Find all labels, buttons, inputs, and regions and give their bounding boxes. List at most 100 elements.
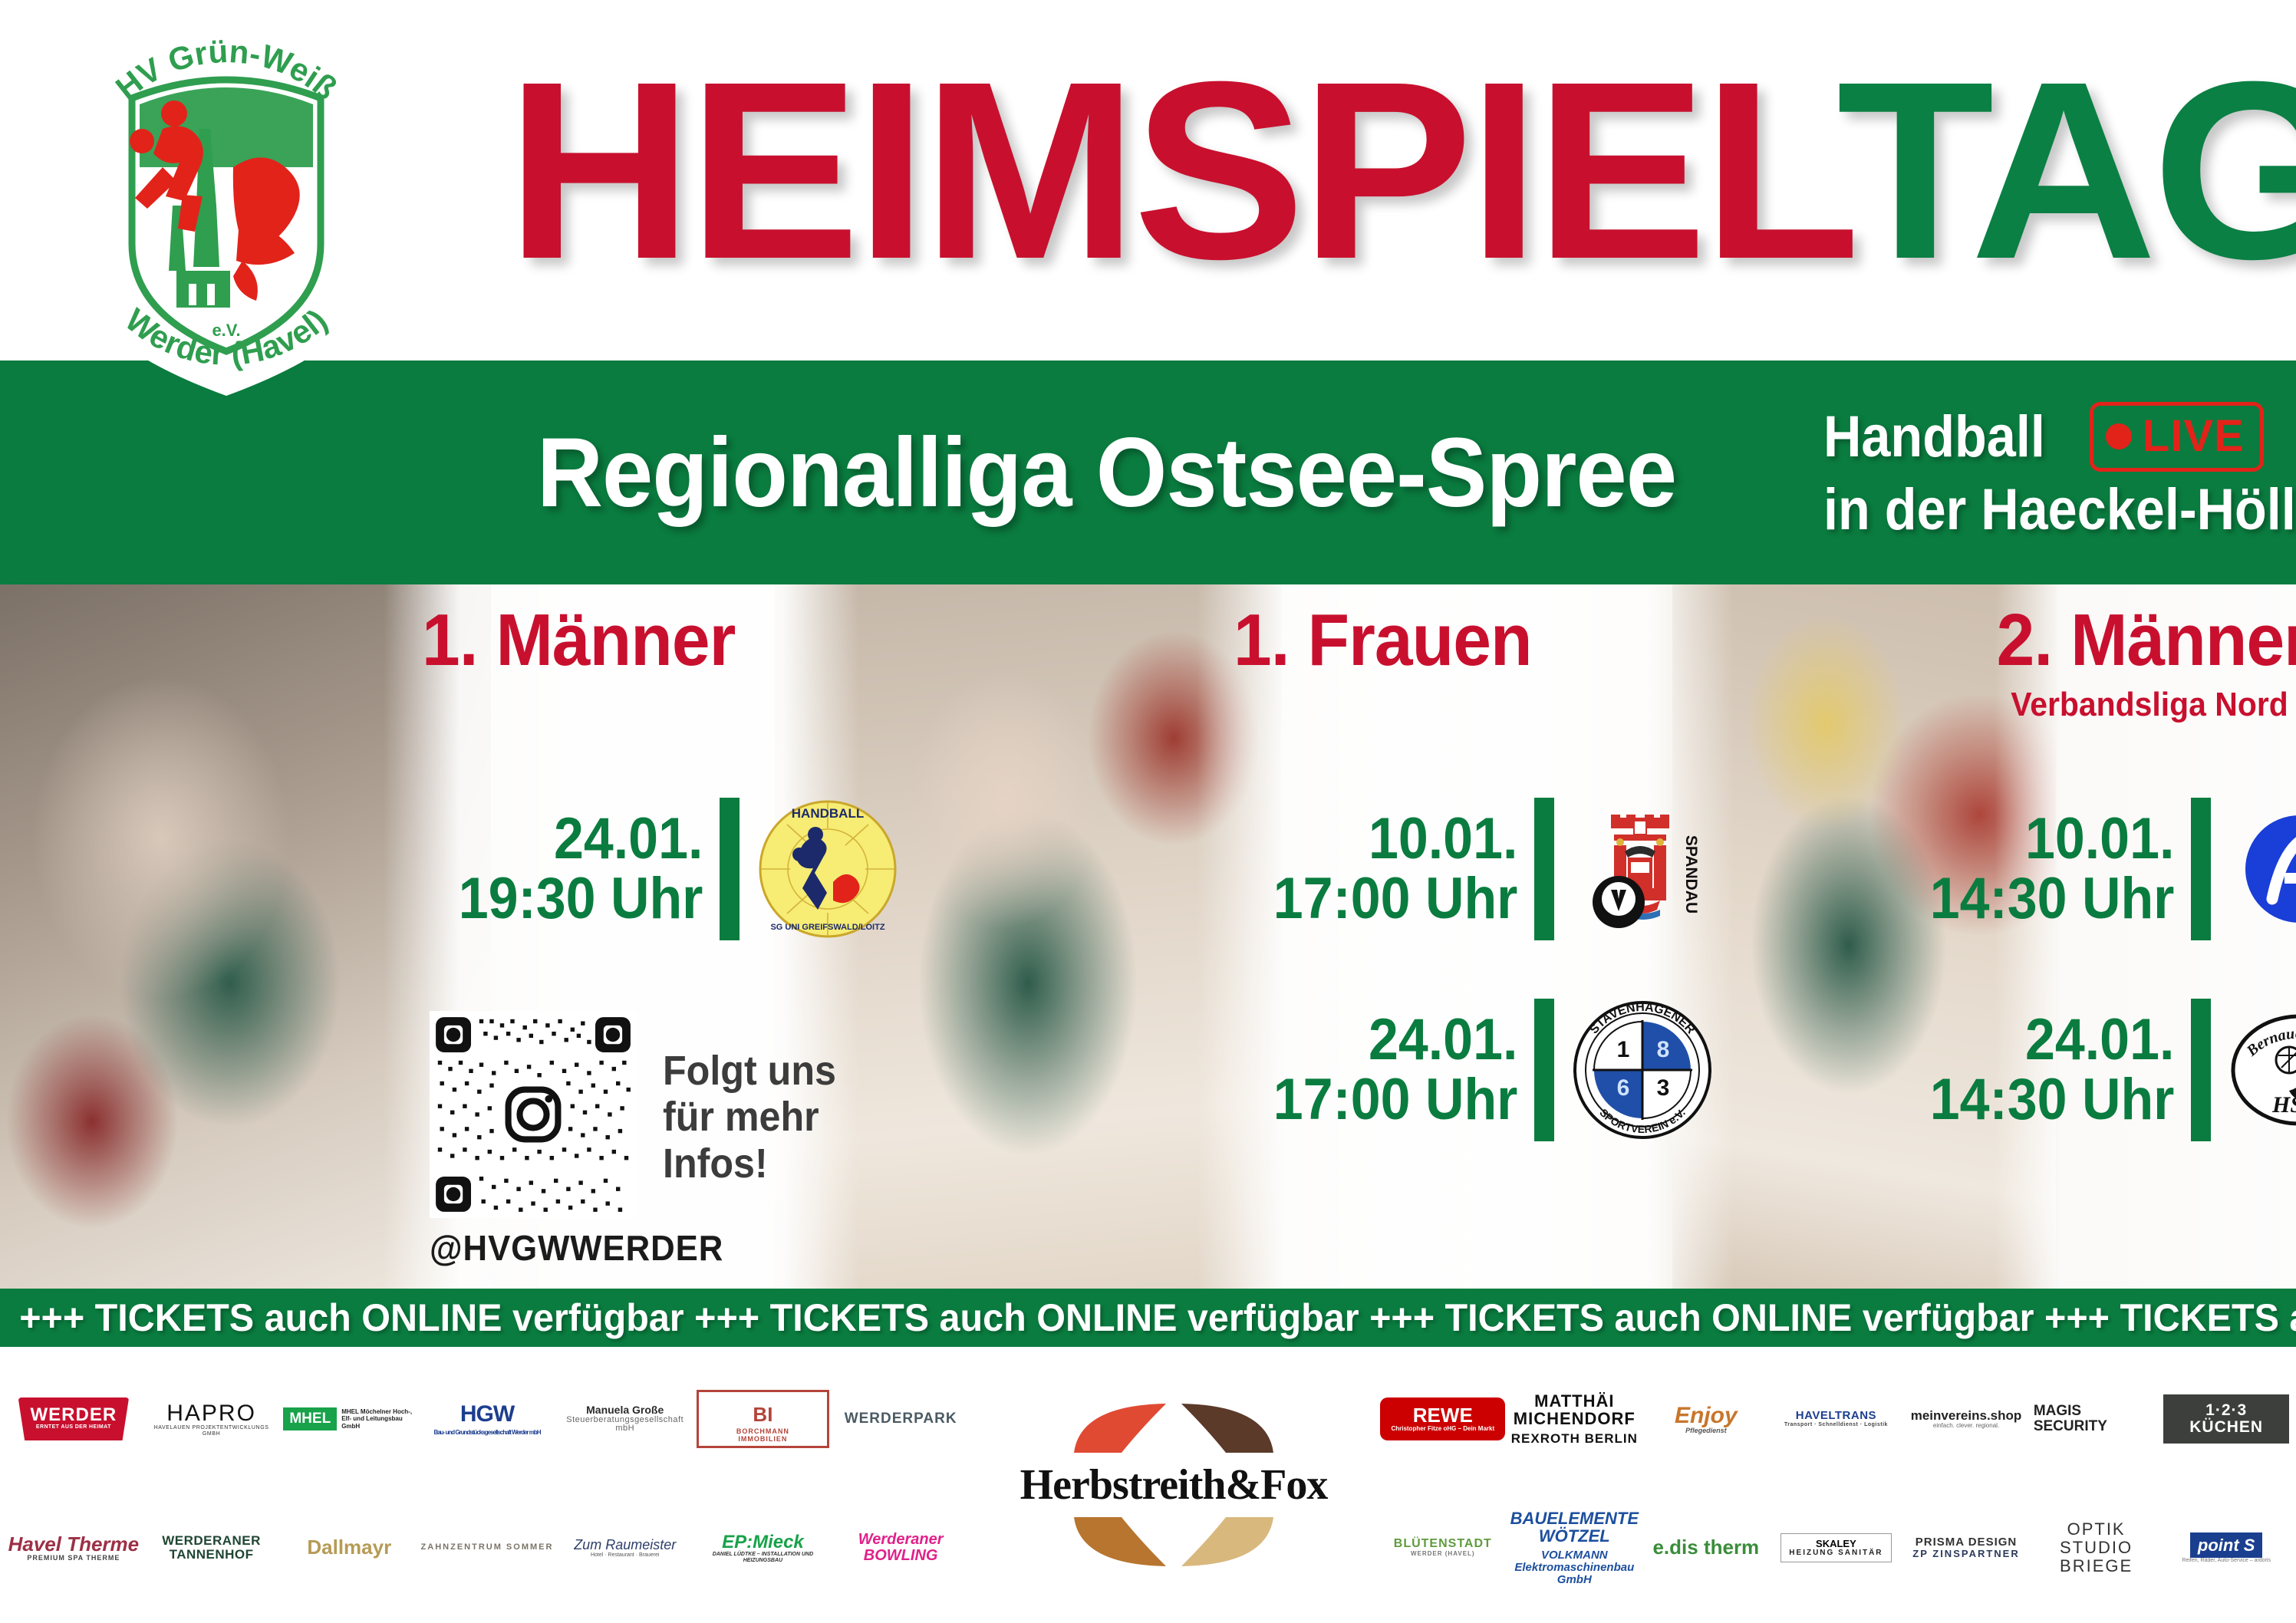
sponsor-bluetenstadt[interactable]: BLÜTENSTADT WERDER (HAVEL) <box>1378 1537 1508 1558</box>
match-date: 24.01. <box>553 806 703 872</box>
team-column-2: 1. Frauen 10.01. 17:00 Uhr <box>1212 584 1712 1289</box>
instagram-handle[interactable]: @HVGWWERDER <box>430 1228 724 1268</box>
sponsor-name: BLÜTENSTADT <box>1393 1537 1492 1551</box>
a-circle-logo <box>2228 798 2296 940</box>
sponsor-name: ZAHNZENTRUM SOMMER <box>420 1542 554 1552</box>
instagram-qr-block[interactable]: Folgt uns für mehr Infos! <box>430 1011 849 1218</box>
sponsor-name: Dallmayr <box>307 1536 392 1559</box>
sponsor-mhel[interactable]: MHEL MHEL Möchelner Hoch-, Elf- und Leitu… <box>280 1407 418 1430</box>
sponsor-edis-therm[interactable]: e.dis therm <box>1641 1537 1771 1558</box>
herbstreith-fox-mark-lower <box>1073 1517 1273 1566</box>
photo-band: 1. Männer 24.01. 19:30 Uhr <box>0 584 2296 1289</box>
herbstreith-fox-logo: Herbstreith&Fox <box>1020 1399 1328 1571</box>
match-row: 10.01. 14:30 Uhr <box>1909 798 2296 940</box>
match-datetime: 24.01. 14:30 Uhr <box>1930 1010 2175 1129</box>
sponsor-name: WERDERPARK <box>844 1411 957 1427</box>
sponsor-skaley[interactable]: SKALEY HEIZUNG SANITÄR <box>1771 1532 1902 1563</box>
team-column-1: 1. Männer 24.01. 19:30 Uhr <box>414 584 897 1289</box>
spandau-logo: SPANDAU <box>1571 798 1714 940</box>
page-title: HEIMSPIELTAGE <box>506 44 2296 297</box>
sponsor-tagline: Pflegedienst <box>1685 1427 1727 1435</box>
sponsor-123-kuechen[interactable]: 1·2·3 KÜCHEN <box>2161 1394 2291 1444</box>
sponsor-tagline: MHEL Möchelner Hoch-, Elf- und Leitungsb… <box>341 1407 413 1430</box>
team-column-3: 2. Männer Verbandsliga Nord 10.01. 14:30… <box>1902 584 2296 1289</box>
sponsor-name: HAPRO <box>166 1400 256 1426</box>
sponsor-enjoy[interactable]: Enjoy Pflegedienst <box>1641 1402 1771 1435</box>
sponsor-name: BAUELEMENTE WÖTZEL <box>1510 1509 1639 1546</box>
sponsor-name: OPTIK STUDIO BRIEGE <box>2060 1519 2133 1576</box>
svg-text:HSV: HSV <box>2271 1092 2296 1118</box>
sponsor-zahnzentrum-sommer[interactable]: ZAHNZENTRUM SOMMER <box>418 1543 556 1552</box>
sponsor-meinvereins-shop[interactable]: meinvereins.shop einfach. clever. regiona… <box>1901 1408 2031 1429</box>
sponsor-name: Werderaner BOWLING <box>858 1531 944 1564</box>
match-date: 10.01. <box>1368 806 1518 872</box>
sponsor-rewe[interactable]: REWE Christopher Fitze oHG – Dein Markt <box>1378 1397 1508 1440</box>
sponsor-name: Manuela Große <box>586 1404 664 1417</box>
sponsor-name: EP:Mieck <box>722 1532 804 1553</box>
sponsor-ep-mieck[interactable]: EP:Mieck DANIEL LÜDTKE – INSTALLATION UND… <box>694 1532 832 1563</box>
sponsor-prisma-design-zinspartner[interactable]: PRISMA DESIGN ZP ZINSPARTNER <box>1901 1536 2031 1559</box>
subtitle-bar: Regionalliga Ostsee-Spree Handball LIVE … <box>0 360 2296 584</box>
sponsor-werderaner-bowling[interactable]: Werderaner BOWLING <box>832 1532 970 1564</box>
sponsor-woetzel-volkmann[interactable]: BAUELEMENTE WÖTZEL VOLKMANN Elektromaschi… <box>1508 1509 1641 1585</box>
sponsor-point-s-ardoris[interactable]: point S Reifen, Räder, Auto-Service – ar… <box>2161 1532 2291 1563</box>
sponsor-name: WERDERANER TANNENHOF <box>162 1533 261 1562</box>
sponsor-havel-therme[interactable]: Havel Therme PREMIUM SPA THERME <box>5 1533 143 1562</box>
sponsor-tagline: Steuerberatungsgesellschaft mbH <box>566 1414 684 1434</box>
svg-text:6: 6 <box>1617 1075 1630 1101</box>
league-name: Regionalliga Ostsee-Spree <box>537 417 1677 528</box>
sponsor-werderaner-tannenhof[interactable]: WERDERANER TANNENHOF <box>143 1534 281 1562</box>
sponsor-name: BI <box>753 1402 773 1426</box>
svg-text:SPANDAU: SPANDAU <box>1682 835 1700 914</box>
match-datetime: 10.01. 17:00 Uhr <box>1273 809 1518 928</box>
sponsor-tagline: einfach. clever. regional. <box>1932 1421 2000 1429</box>
sponsor-manuela-grosse[interactable]: Manuela Große Steuerberatungsgesellschaf… <box>556 1404 694 1434</box>
divider-bar <box>2191 999 2212 1141</box>
tickets-ticker-text: +++ TICKETS auch ONLINE verfügbar +++ TI… <box>19 1296 2296 1339</box>
qr-code-image[interactable] <box>430 1011 637 1218</box>
sponsor-tagline: WERDER (HAVEL) <box>1410 1550 1475 1558</box>
sponsor-werder[interactable]: WERDER ERNTET AUS DER HEIMAT <box>5 1397 143 1441</box>
crest-ev-text: e.V. <box>212 321 240 340</box>
sport-label: Handball <box>1823 404 2045 469</box>
live-dot-icon <box>2105 423 2132 449</box>
sponsor-name: MAGIS SECURITY <box>2033 1403 2107 1434</box>
main-sponsor[interactable]: Herbstreith&Fox <box>974 1347 1373 1623</box>
sponsor-tagline: Hotel · Restaurant · Brauerei <box>590 1552 660 1558</box>
sponsor-tagline: PREMIUM SPA THERME <box>27 1553 120 1562</box>
sponsor-werderpark[interactable]: WERDERPARK <box>832 1411 970 1427</box>
team-subtitle-3: Verbandsliga Nord <box>2011 686 2288 723</box>
sponsor-optik-studio-briege[interactable]: OPTIK STUDIO BRIEGE <box>2031 1519 2162 1576</box>
team-name-3: 2. Männer <box>1996 599 2296 681</box>
sponsor-tagline: VOLKMANN Elektromaschinenbau GmbH <box>1514 1549 1635 1586</box>
title-heimspiel: HEIMSPIEL <box>506 28 1841 312</box>
sponsor-tagline: ZP ZINSPARTNER <box>1912 1548 2020 1560</box>
match-time: 19:30 Uhr <box>458 866 703 931</box>
sponsor-dallmayr[interactable]: Dallmayr <box>280 1536 418 1559</box>
sponsor-borchmann-immobilien[interactable]: BI BORCHMANN IMMOBILIEN <box>694 1389 832 1449</box>
sponsor-name: MATTHÄI MICHENDORF <box>1513 1391 1636 1429</box>
tickets-ticker: +++ TICKETS auch ONLINE verfügbar +++ TI… <box>0 1289 2296 1347</box>
divider-bar <box>1534 798 1555 940</box>
sponsor-name: Enjoy <box>1674 1402 1738 1428</box>
match-row: 24.01. 19:30 Uhr <box>437 798 899 940</box>
bernauer-baeren-hsv-logo: Bernauer Bären HSV e.V. <box>2228 999 2296 1141</box>
divider-bar <box>1534 999 1555 1141</box>
svg-text:SG UNI GREIFSWALD/LOITZ: SG UNI GREIFSWALD/LOITZ <box>771 923 885 932</box>
sponsor-magis-security[interactable]: MAGIS SECURITY <box>2031 1404 2162 1434</box>
team-name-2: 1. Frauen <box>1234 599 1532 681</box>
team-name-1: 1. Männer <box>422 599 736 681</box>
sponsor-haveltrans[interactable]: HAVELTRANS Transport · Schnelldienst · Lo… <box>1771 1410 1902 1427</box>
sponsor-name: Zum Raumeister <box>574 1536 677 1552</box>
sponsor-zum-raumeister[interactable]: Zum Raumeister Hotel · Restaurant · Braue… <box>556 1536 694 1558</box>
sponsor-hgw[interactable]: HGW Bau- und Grundstücksgesellschaft Werd… <box>418 1402 556 1436</box>
sponsor-tagline: REXROTH BERLIN <box>1510 1431 1638 1447</box>
match-row: 24.01. 14:30 Uhr Bernauer Bären <box>1909 999 2296 1141</box>
svg-text:3: 3 <box>1657 1075 1670 1101</box>
sponsor-name: WERDER <box>30 1404 117 1425</box>
sponsor-matthaei-rexroth[interactable]: MATTHÄI MICHENDORF REXROTH BERLIN <box>1508 1392 1641 1446</box>
venue-label: in der Haeckel-Hölle <box>1823 477 2296 542</box>
svg-text:1: 1 <box>1617 1037 1630 1062</box>
sponsor-hapro[interactable]: HAPRO HAVELAUEN PROJEKTENTWICKLUNGS GMBH <box>143 1401 281 1437</box>
main-sponsor-name: Herbstreith&Fox <box>1020 1461 1329 1509</box>
